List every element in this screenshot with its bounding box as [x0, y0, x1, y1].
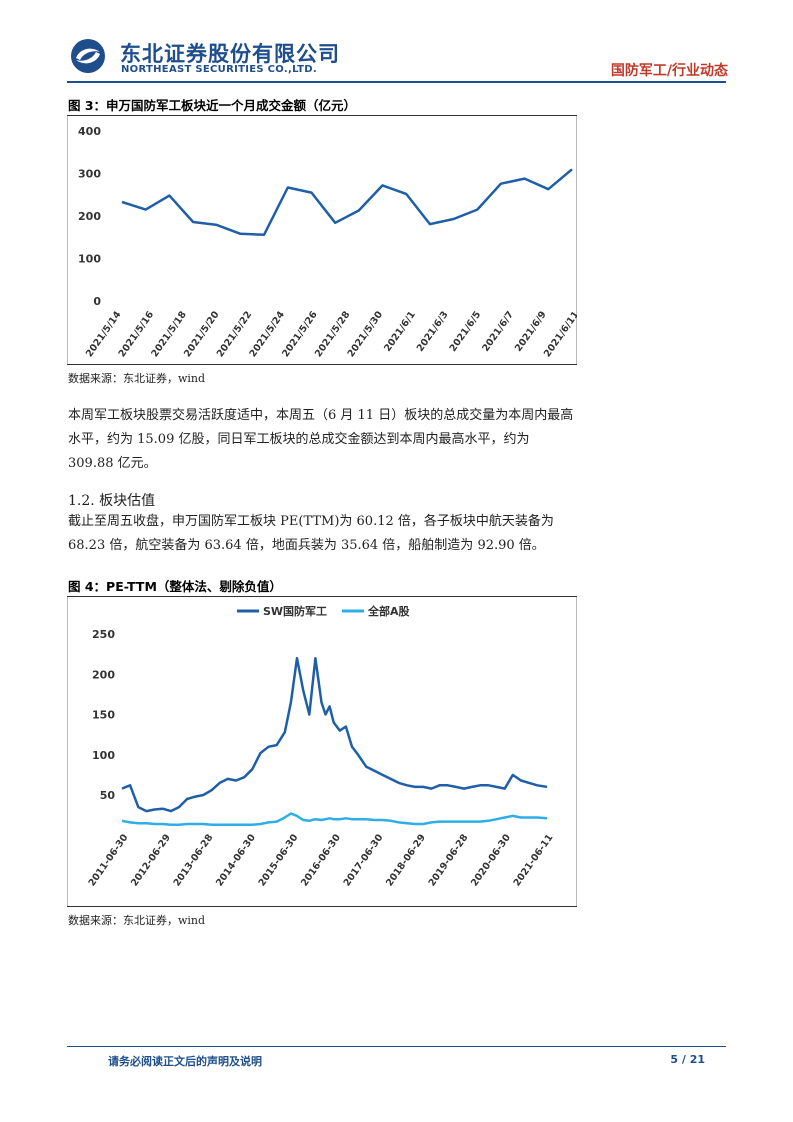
x-tick-label: 2015-06-30 [257, 832, 301, 888]
figure3-title: 图 3：申万国防军工板块近一个月成交金额（亿元） [68, 98, 357, 113]
section-heading: 1.2. 板块估值 [68, 493, 156, 509]
y-tick-label: 250 [92, 628, 115, 641]
x-tick-label: 2021/6/1 [382, 309, 418, 353]
series-line-all-a-shares [121, 812, 548, 827]
y-tick-label: 100 [78, 253, 101, 266]
x-tick-label: 2021/6/5 [448, 309, 484, 353]
legend-label: 全部A股 [367, 604, 411, 618]
x-tick-label: 2019-06-28 [427, 832, 471, 888]
figure3-source: 数据来源：东北证券，wind [68, 372, 206, 385]
legend-label: SW国防军工 [263, 604, 327, 618]
x-tick-label: 2021/6/7 [480, 309, 516, 353]
x-tick-label: 2020-06-30 [469, 832, 513, 888]
x-tick-label: 2016-06-30 [299, 832, 343, 888]
paragraph-valuation: 截止至周五收盘，申万国防军工板块 PE(TTM)为 60.12 倍，各子板块中航… [68, 514, 554, 553]
report-section-label: 国防军工/行业动态 [610, 63, 728, 79]
y-tick-label: 100 [92, 749, 115, 762]
x-tick-label: 2011-06-30 [87, 832, 131, 888]
page-number: 5 / 21 [670, 1053, 705, 1066]
disclaimer-note: 请务必阅读正文后的声明及说明 [108, 1055, 262, 1068]
x-tick-label: 2021-06-11 [512, 832, 556, 888]
x-tick-label: 2018-06-29 [384, 832, 428, 888]
figure4-top-rule [67, 596, 577, 597]
footer-rule [67, 1046, 726, 1047]
figure3-chart: 01002003004002021/5/142021/5/162021/5/18… [67, 116, 577, 364]
figure4-source: 数据来源：东北证券，wind [68, 914, 206, 927]
y-tick-label: 200 [78, 210, 101, 223]
series-line-turnover [121, 168, 573, 236]
y-tick-label: 150 [92, 709, 115, 722]
x-tick-label: 2017-06-30 [342, 832, 386, 888]
x-tick-label: 2021/6/3 [415, 309, 451, 353]
x-tick-label: 2021/6/9 [513, 309, 549, 353]
company-name-en: NORTHEAST SECURITIES CO.,LTD. [121, 64, 317, 75]
company-logo [71, 39, 105, 73]
figure4-chart: 50 100 150 200 250 2011-06-302012-06-292013-0… [67, 597, 577, 906]
series-line-sw-defense [121, 656, 548, 813]
figure4-title: 图 4：PE-TTM（整体法、剔除负值） [68, 579, 282, 594]
y-tick-label: 300 [78, 168, 101, 181]
y-tick-label: 50 [100, 789, 116, 802]
y-tick-label: 400 [78, 125, 101, 138]
figure4-bottom-rule [67, 906, 577, 907]
paragraph-trading-activity: 本周军工板块股票交易活跃度适中，本周五（6 月 11 日）板块的总成交量为本周内… [68, 408, 574, 471]
x-tick-label: 2012-06-29 [129, 832, 173, 888]
x-tick-label: 2014-06-30 [214, 832, 258, 888]
y-tick-label: 0 [93, 295, 101, 308]
company-name-cn: 东北证券股份有限公司 [120, 42, 340, 66]
x-tick-label: 2013-06-28 [172, 832, 216, 888]
header-rule [67, 81, 726, 83]
figure3-top-rule [67, 115, 577, 116]
figure3-bottom-rule [67, 364, 577, 365]
y-tick-label: 200 [92, 668, 115, 681]
